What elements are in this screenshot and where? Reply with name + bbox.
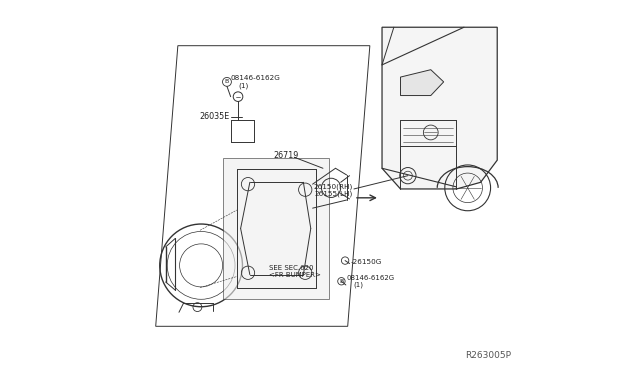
Text: 08146-6162G: 08146-6162G bbox=[230, 75, 280, 81]
Text: (1): (1) bbox=[353, 282, 364, 288]
Text: B: B bbox=[225, 79, 229, 84]
Text: SEE SEC.620: SEE SEC.620 bbox=[269, 265, 314, 271]
Text: B: B bbox=[339, 279, 344, 284]
Text: 26150(RH): 26150(RH) bbox=[314, 183, 353, 190]
Text: 26155(LH): 26155(LH) bbox=[315, 191, 353, 198]
Text: 08146-6162G: 08146-6162G bbox=[347, 275, 395, 280]
Polygon shape bbox=[223, 158, 329, 299]
Text: <FR BUMPER>: <FR BUMPER> bbox=[269, 272, 321, 278]
Text: R263005P: R263005P bbox=[465, 350, 511, 360]
Text: 26719: 26719 bbox=[274, 151, 300, 160]
Polygon shape bbox=[382, 27, 497, 189]
Polygon shape bbox=[401, 70, 444, 96]
Text: 26035E: 26035E bbox=[199, 112, 230, 121]
Text: (1): (1) bbox=[238, 82, 248, 89]
Text: -26150G: -26150G bbox=[351, 259, 382, 265]
